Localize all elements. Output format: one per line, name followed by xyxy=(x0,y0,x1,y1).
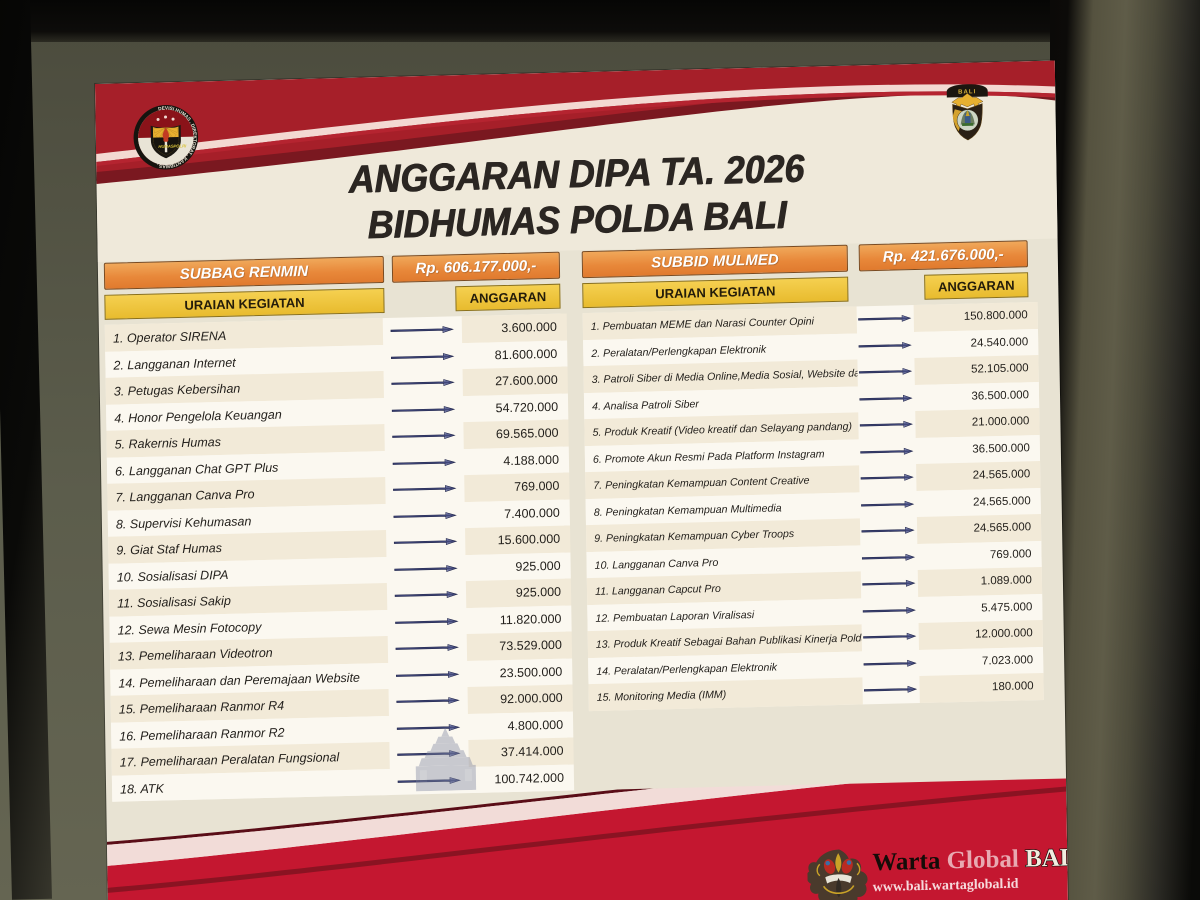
svg-text:HUMAS: HUMAS xyxy=(158,144,174,149)
svg-text:POLRI: POLRI xyxy=(173,143,187,148)
